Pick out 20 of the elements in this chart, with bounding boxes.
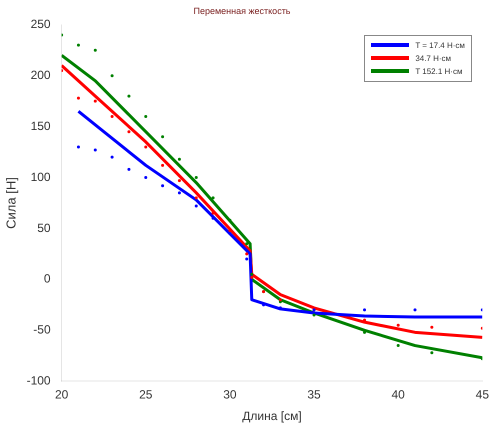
y-tick-label: 50 <box>37 220 51 235</box>
y-tick-label: 250 <box>30 17 51 32</box>
x-tick-label: 30 <box>223 388 237 402</box>
legend-label: 34.7 Н·см <box>415 54 452 63</box>
x-tick-label: 25 <box>139 388 153 402</box>
legend-label: T = 17.4 Н·см <box>415 40 465 50</box>
x-axis-title: Длина [см] <box>242 409 302 424</box>
x-tick-label: 45 <box>476 388 490 402</box>
x-tick-label: 20 <box>54 388 69 402</box>
y-tick-label: 200 <box>30 68 51 82</box>
y-tick-label: 100 <box>30 170 51 184</box>
legend-label: T 152.1 Н·см <box>415 66 464 76</box>
y-tick-label: -100 <box>26 374 51 388</box>
chart-title: Переменная жесткость <box>193 6 291 16</box>
y-tick-label: 0 <box>44 272 51 286</box>
x-tick-label: 40 <box>392 388 406 402</box>
y-axis-title: Сила [Н] <box>3 177 18 229</box>
y-tick-label: -50 <box>33 322 51 337</box>
y-tick-label: 150 <box>30 118 51 133</box>
x-tick-label: 35 <box>307 388 322 402</box>
